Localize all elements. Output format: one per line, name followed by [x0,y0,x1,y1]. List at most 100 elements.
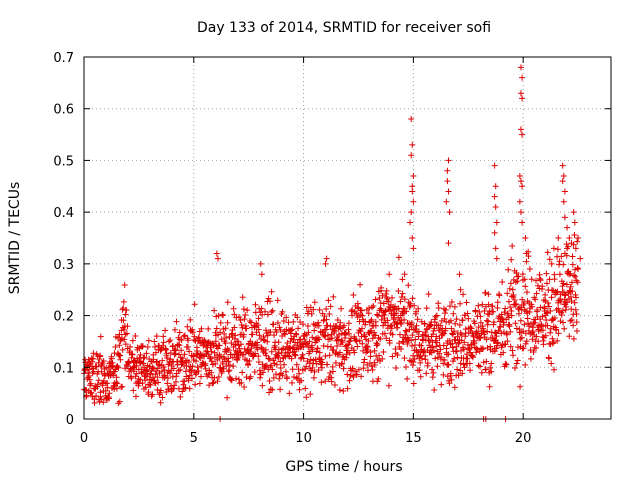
data-point [337,349,344,356]
data-point [516,198,523,205]
data-point [246,317,253,324]
data-point [493,345,500,352]
data-point [214,255,221,262]
data-point [237,317,244,324]
data-point [93,363,100,370]
data-point [494,305,501,312]
data-point [500,329,507,336]
data-point [369,366,376,373]
data-point [558,312,565,318]
data-point [454,354,461,361]
data-point [268,309,275,316]
data-point [408,209,415,216]
data-point [551,315,558,322]
data-point [466,360,473,367]
data-point [446,303,453,310]
data-point [560,172,567,179]
data-point [89,355,96,362]
data-point [386,271,393,278]
data-point [255,315,262,322]
data-point [340,388,347,395]
data-point [355,366,362,373]
data-point [185,358,192,365]
data-point [220,312,227,319]
y-axis-label: SRMTID / TECUs [7,182,23,295]
data-point [289,345,296,352]
data-point [422,329,429,336]
data-point [468,325,475,332]
data-point [554,246,561,253]
data-point [542,291,549,298]
data-point [123,330,130,337]
data-point [132,373,139,380]
data-point [268,362,275,369]
data-point [283,314,290,321]
data-point [560,198,567,205]
data-point [338,305,345,312]
data-point [430,369,437,376]
data-point [309,364,316,371]
data-point [491,193,498,200]
data-point [247,348,254,355]
data-point [334,342,341,349]
data-point [151,338,158,345]
data-point [443,198,450,205]
data-point [187,316,194,323]
data-point [376,295,383,302]
data-point [380,349,387,356]
data-point [347,337,354,344]
data-point [561,292,568,299]
data-point [419,331,426,338]
data-point [274,297,281,304]
data-point [508,312,515,319]
data-point [289,326,296,333]
data-point [211,374,218,381]
data-point [455,340,462,347]
data-point [482,289,489,296]
data-point [413,322,420,329]
data-point [179,388,186,395]
data-point [514,278,521,285]
plot-frame [83,56,612,420]
data-point [351,349,358,356]
data-point [300,355,307,362]
data-point [308,310,315,317]
data-point [404,375,411,382]
data-point [526,266,533,273]
y-tick-label: 0.3 [53,258,74,273]
data-point [93,392,100,399]
data-point [219,360,226,367]
data-point [277,358,284,365]
data-point [256,367,263,374]
data-point [166,338,173,345]
data-point [217,353,224,360]
data-point [299,321,306,328]
data-point [555,330,562,337]
data-point [481,307,488,314]
data-point [373,342,380,349]
data-point [279,372,286,379]
data-point [198,325,205,332]
data-point [284,375,291,382]
data-point [550,366,557,373]
data-point [130,387,137,394]
data-point [517,335,524,342]
data-point [181,332,188,339]
data-point [436,350,443,357]
data-point [120,317,127,324]
data-point [412,336,419,343]
data-point [97,352,104,359]
data-point [170,385,177,392]
data-point [575,266,582,273]
data-point [566,235,573,241]
data-point [479,346,486,353]
data-point [475,324,482,331]
data-point [486,311,493,318]
data-point [417,359,424,366]
data-point [499,279,506,286]
data-point [429,343,436,350]
data-point [555,305,562,312]
data-point [512,320,519,327]
data-point [212,338,219,345]
